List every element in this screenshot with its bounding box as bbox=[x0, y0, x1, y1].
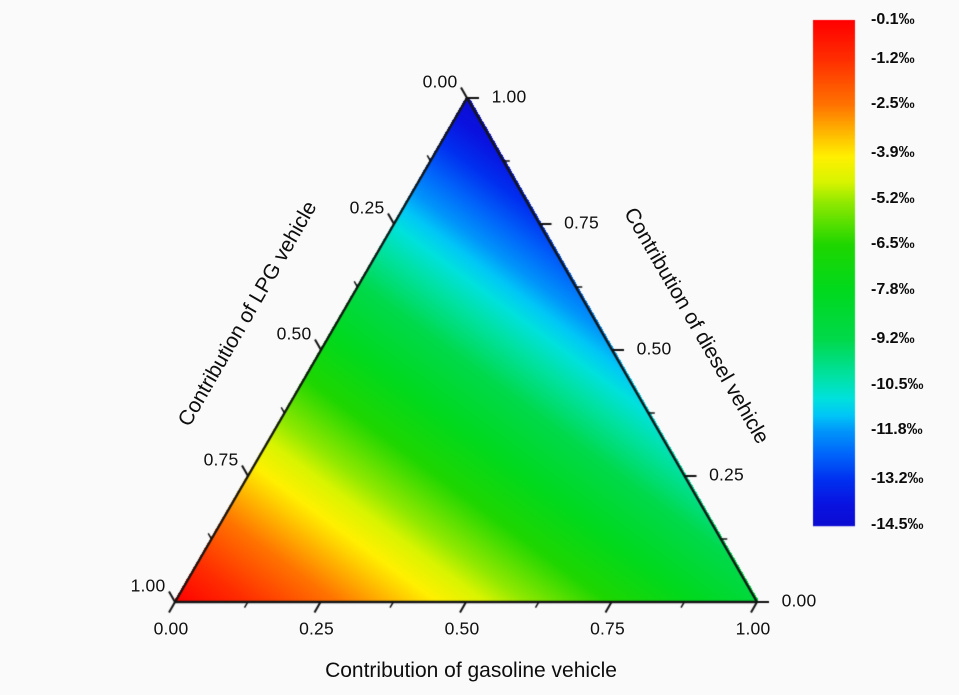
gasoline-axis-title: Contribution of gasoline vehicle bbox=[325, 659, 617, 682]
colorbar-tick-label: -13.2‰ bbox=[871, 470, 924, 488]
lpg-tick-label: 0.50 bbox=[276, 323, 312, 344]
gasoline-tick-label: 0.25 bbox=[299, 618, 334, 639]
gasoline-tick-label: 0.75 bbox=[590, 618, 625, 639]
diesel-tick-label: 0.00 bbox=[781, 590, 817, 611]
colorbar-tick-label: -3.9‰ bbox=[871, 144, 915, 162]
colorbar-tick-label: -6.5‰ bbox=[871, 235, 915, 253]
colorbar-tick-label: -1.2‰ bbox=[871, 49, 915, 67]
colorbar-tick-label: -5.2‰ bbox=[871, 189, 915, 207]
colorbar-tick-label: -0.1‰ bbox=[871, 11, 915, 28]
colorbar-tick-label: -14.5‰ bbox=[871, 516, 924, 533]
diesel-tick-label: 0.50 bbox=[636, 338, 672, 359]
gasoline-tick-label: 0.50 bbox=[444, 618, 480, 639]
colorbar-tick-label: -7.8‰ bbox=[871, 281, 915, 299]
colorbar-tick-label: -11.8‰ bbox=[871, 421, 923, 439]
gasoline-tick-label: 1.00 bbox=[735, 618, 771, 639]
gasoline-tick-label: 0.00 bbox=[153, 618, 189, 639]
colorbar-tick-label: -10.5‰ bbox=[871, 375, 924, 393]
lpg-tick-label: 0.25 bbox=[349, 197, 385, 218]
lpg-tick-label: 0.75 bbox=[203, 449, 239, 470]
lpg-tick-label: 0.00 bbox=[422, 71, 458, 92]
diesel-tick-label: 0.75 bbox=[564, 212, 599, 233]
colorbar-tick-label: -9.2‰ bbox=[871, 330, 915, 348]
colorbar-tick-label: -2.5‰ bbox=[871, 95, 915, 113]
diesel-tick-label: 1.00 bbox=[491, 86, 527, 107]
lpg-tick-label: 1.00 bbox=[130, 575, 166, 596]
diesel-tick-label: 0.25 bbox=[709, 464, 744, 485]
